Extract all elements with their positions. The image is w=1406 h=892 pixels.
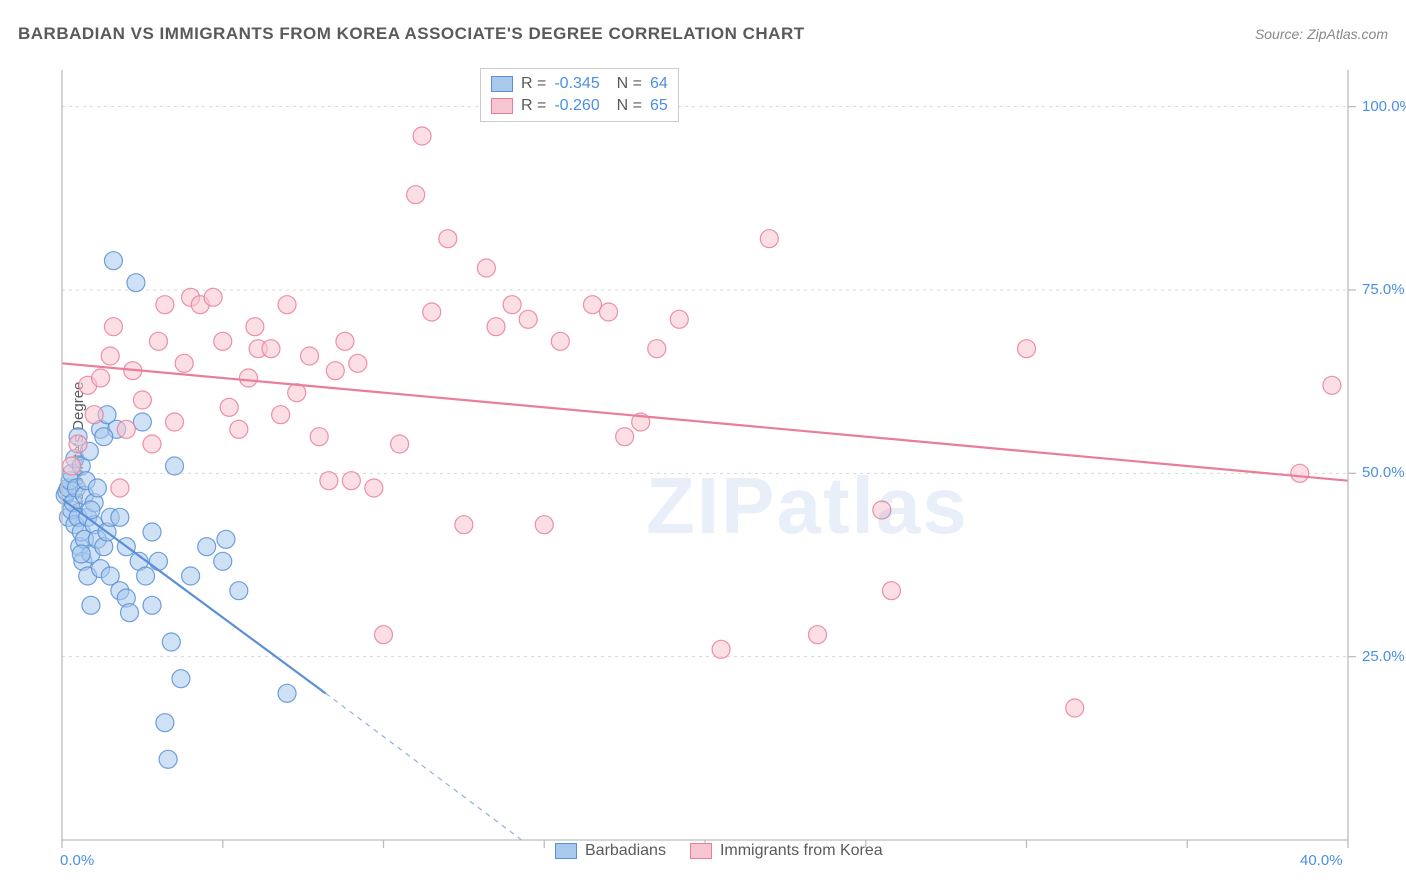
correlation-legend: R = -0.345 N = 64R = -0.260 N = 65 [480,68,679,122]
legend-swatch [690,843,712,859]
source-link[interactable]: ZipAtlas.com [1307,26,1388,42]
axis-tick-label: 0.0% [60,852,94,869]
r-label: R = [521,97,546,115]
series-legend-item: Barbadians [555,842,666,860]
n-label: N = [608,75,642,93]
legend-swatch [491,98,513,114]
correlation-legend-row: R = -0.260 N = 65 [491,95,668,117]
legend-swatch [491,76,513,92]
axis-tick-label: 25.0% [1362,648,1405,665]
axis-tick-label: 50.0% [1362,464,1405,481]
n-label: N = [608,97,642,115]
plot-area: ZIPatlas R = -0.345 N = 64R = -0.260 N =… [50,60,1366,850]
series-legend: Barbadians Immigrants from Korea [555,842,883,860]
legend-swatch [555,843,577,859]
source-attribution: Source: ZipAtlas.com [1255,26,1388,42]
series-name: Immigrants from Korea [720,842,883,860]
scatter-chart [50,60,1356,848]
n-value: 65 [650,97,668,115]
n-value: 64 [650,75,668,93]
r-value: -0.260 [554,97,599,115]
axis-tick-label: 75.0% [1362,281,1405,298]
r-label: R = [521,75,546,93]
correlation-legend-row: R = -0.345 N = 64 [491,73,668,95]
title-bar: BARBADIAN VS IMMIGRANTS FROM KOREA ASSOC… [18,24,1388,44]
axis-tick-label: 100.0% [1362,98,1406,115]
axis-tick-label: 40.0% [1300,852,1343,869]
series-legend-item: Immigrants from Korea [690,842,883,860]
r-value: -0.345 [554,75,599,93]
source-prefix: Source: [1255,26,1307,42]
series-name: Barbadians [585,842,666,860]
chart-title: BARBADIAN VS IMMIGRANTS FROM KOREA ASSOC… [18,24,805,44]
